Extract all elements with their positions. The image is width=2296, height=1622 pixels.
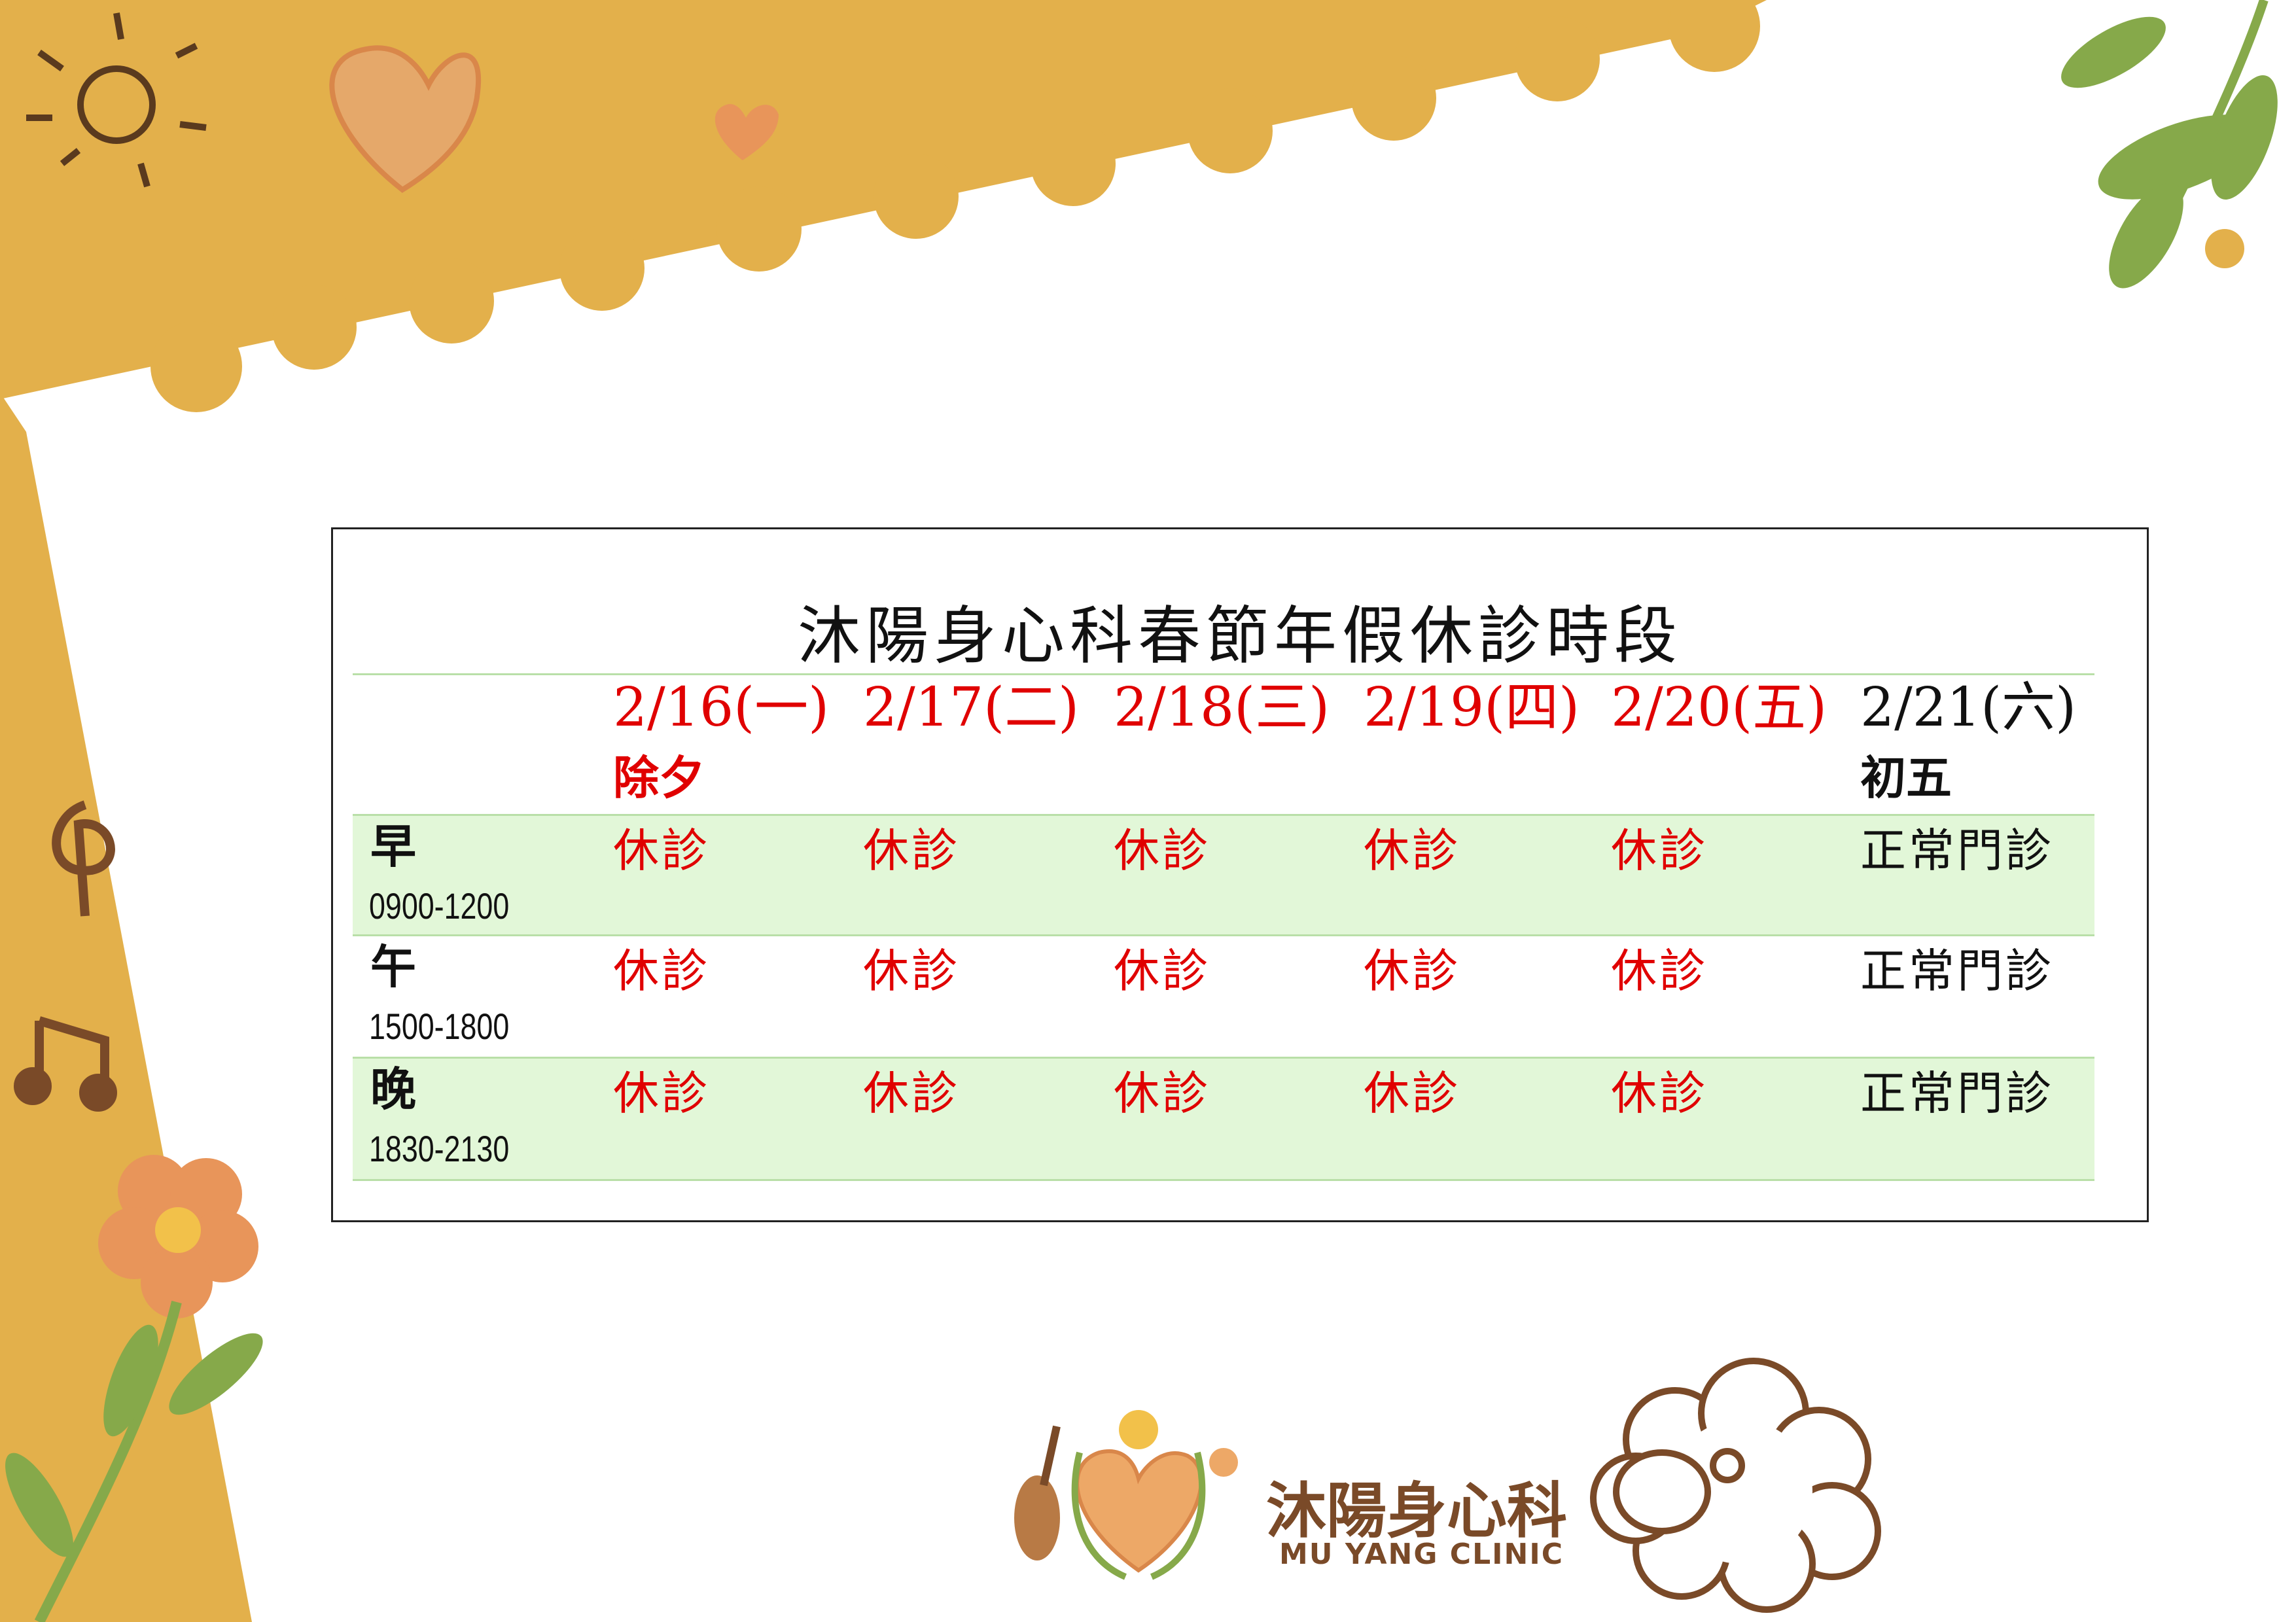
title-divider <box>353 673 2094 675</box>
table-cell: 休診 <box>1611 1067 1708 1120</box>
column-header-note: 除夕 <box>613 750 705 805</box>
column-header-date: 2/17(二) <box>863 677 1080 739</box>
column-header-date: 2/18(三) <box>1114 677 1330 739</box>
schedule-table: 沐陽身心科春節年假休診時段 2/16(一) 2/17(二) 2/18(三) 2/… <box>331 527 2149 1222</box>
table-cell: 休診 <box>1114 1067 1210 1120</box>
column-header-date: 2/19(四) <box>1364 677 1580 739</box>
table-cell: 休診 <box>1364 944 1460 998</box>
page-title: 沐陽身心科春節年假休診時段 <box>798 599 1682 673</box>
leaf-branch-icon <box>2061 0 2278 289</box>
row-slot: 早 <box>370 819 416 873</box>
table-cell: 休診 <box>863 1067 960 1120</box>
column-header-note: 初五 <box>1860 750 1952 805</box>
clinic-logo-emblem <box>1014 1410 1238 1580</box>
table-cell: 休診 <box>613 824 710 877</box>
table-row: 午 1500-1800 休診 休診 休診 休診 休診 正常門診 <box>353 936 2094 1059</box>
table-cell: 正常門診 <box>1860 824 2054 877</box>
column-header-date: 2/16(一) <box>613 677 830 739</box>
row-time: 1830-2130 <box>369 1128 510 1169</box>
sun-icon <box>26 12 207 188</box>
table-cell: 休診 <box>1611 824 1708 877</box>
row-time: 0900-1200 <box>369 885 510 926</box>
table-cell: 休診 <box>1114 944 1210 998</box>
row-slot: 午 <box>370 940 416 994</box>
row-time: 1500-1800 <box>369 1006 510 1047</box>
sheep-mascot <box>1590 1358 1881 1613</box>
table-cell: 正常門診 <box>1860 944 2054 998</box>
table-cell: 休診 <box>1364 1067 1460 1120</box>
column-header-date: 2/20(五) <box>1611 677 1828 739</box>
table-cell: 休診 <box>1611 944 1708 998</box>
row-slot: 晚 <box>370 1062 416 1116</box>
table-row: 晚 1830-2130 休診 休診 休診 休診 休診 正常門診 <box>353 1059 2094 1181</box>
flower-icon <box>5 1155 263 1622</box>
column-header-date: 2/21(六) <box>1860 677 2077 739</box>
table-cell: 休診 <box>863 944 960 998</box>
clinic-logo-name-zh: 沐陽身心科 <box>1266 1476 1568 1546</box>
music-notes-icon <box>14 800 117 1112</box>
table-cell: 休診 <box>1364 824 1460 877</box>
table-cell: 休診 <box>613 944 710 998</box>
small-heart-icon <box>715 104 779 160</box>
clinic-logo-name-en: MU YANG CLINIC <box>1279 1538 1564 1571</box>
table-row: 早 0900-1200 休診 休診 休診 休診 休診 正常門診 <box>353 814 2094 936</box>
table-cell: 休診 <box>1114 824 1210 877</box>
table-cell: 休診 <box>613 1067 710 1120</box>
table-cell: 正常門診 <box>1860 1067 2054 1120</box>
table-cell: 休診 <box>863 824 960 877</box>
heart-icon <box>329 45 482 193</box>
